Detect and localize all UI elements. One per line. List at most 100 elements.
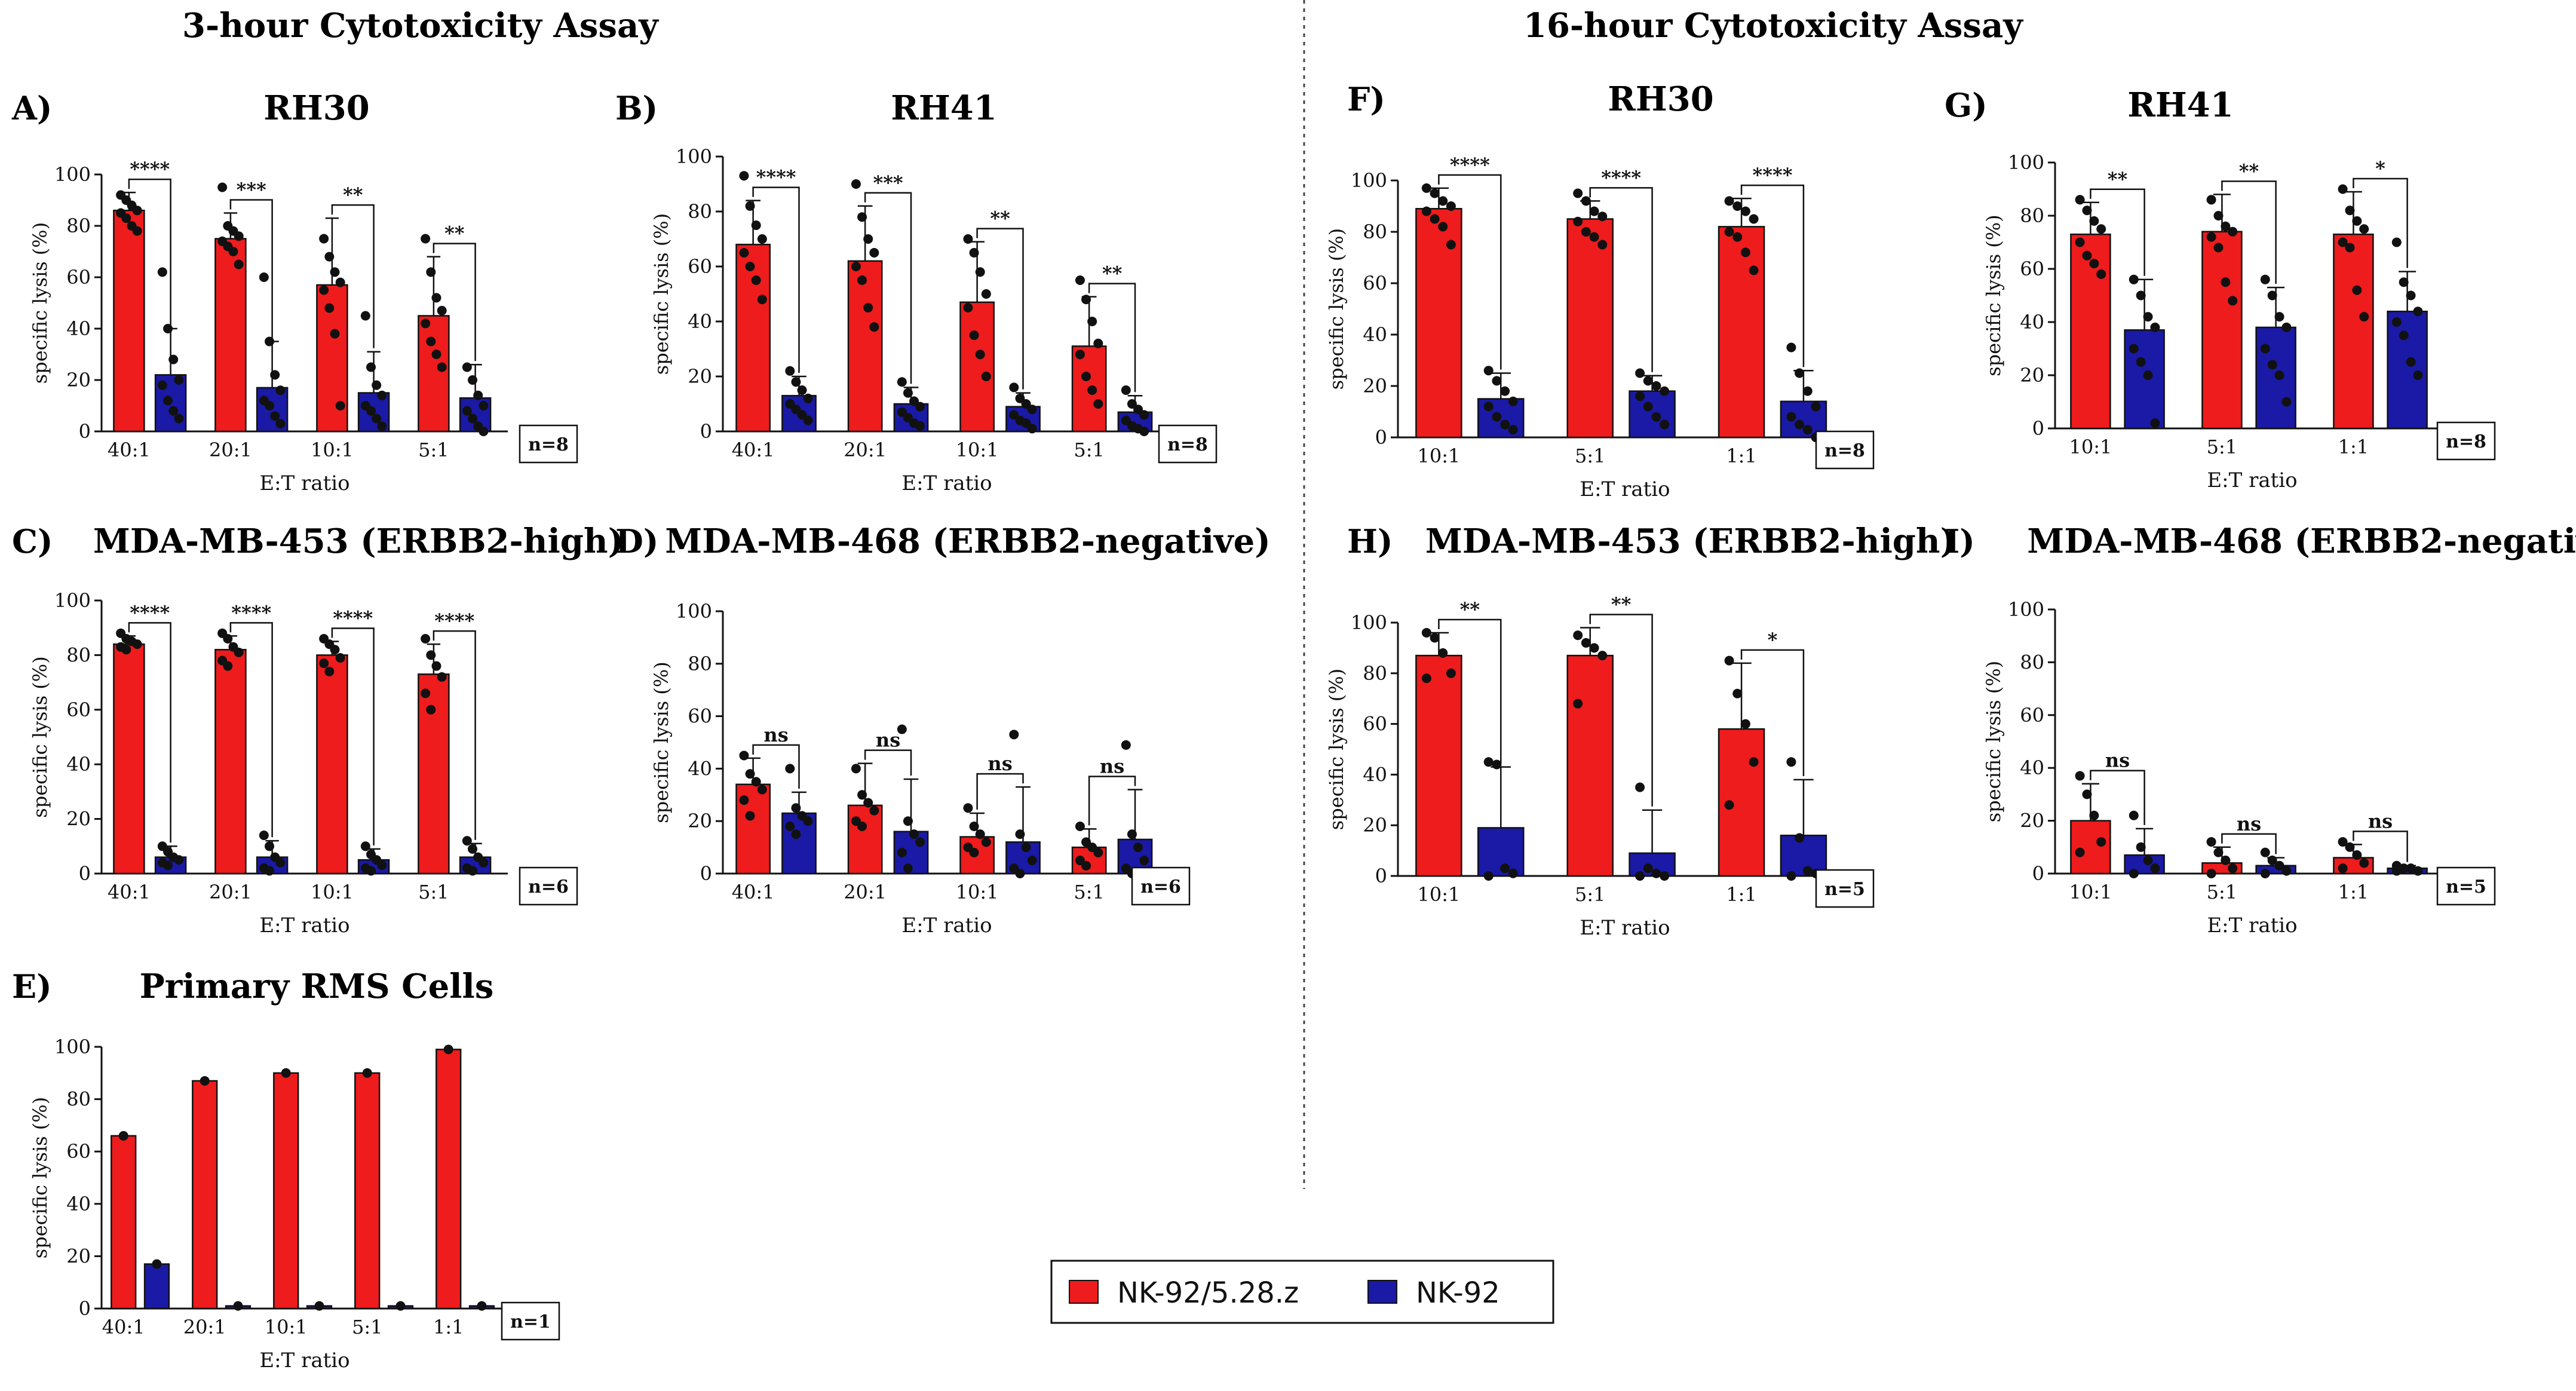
data-point bbox=[1139, 856, 1149, 866]
data-point bbox=[1087, 385, 1097, 395]
data-point bbox=[2089, 810, 2099, 820]
data-point bbox=[1483, 871, 1494, 881]
x-tick-label: 1:1 bbox=[433, 1316, 464, 1338]
data-point bbox=[1438, 648, 1448, 658]
significance-bracket bbox=[128, 178, 171, 325]
data-point bbox=[1749, 214, 1759, 224]
legend-swatch-nk bbox=[1367, 1280, 1397, 1304]
data-point bbox=[1438, 222, 1448, 232]
y-tick-label: 20 bbox=[66, 369, 91, 391]
data-point bbox=[2129, 274, 2139, 284]
data-point bbox=[1483, 757, 1494, 767]
panel-letter: F) bbox=[1347, 80, 1385, 118]
data-point bbox=[1786, 757, 1796, 767]
data-point bbox=[473, 390, 483, 400]
significance-label: **** bbox=[130, 158, 170, 180]
y-axis-label: specific lysis (%) bbox=[1982, 215, 2005, 376]
y-tick-label: 20 bbox=[66, 1245, 91, 1267]
data-point bbox=[2143, 855, 2153, 865]
y-tick-label: 20 bbox=[66, 808, 91, 831]
data-point bbox=[335, 401, 345, 410]
data-point bbox=[785, 764, 795, 774]
data-point bbox=[2352, 216, 2362, 226]
y-tick-label: 60 bbox=[688, 255, 712, 278]
y-tick-label: 40 bbox=[1363, 323, 1387, 346]
chart-panel-a: A) RH30 0 20 40 60 80 100 specific lysis (%) 40:1… bbox=[11, 88, 578, 495]
data-point bbox=[1635, 391, 1645, 402]
data-point bbox=[259, 831, 269, 841]
data-point bbox=[1421, 183, 1431, 193]
panel-title: RH30 bbox=[1608, 79, 1713, 119]
data-point bbox=[479, 427, 489, 436]
data-point bbox=[233, 1301, 243, 1311]
x-tick-label: 20:1 bbox=[844, 881, 887, 903]
data-point bbox=[437, 305, 447, 315]
data-point bbox=[1811, 402, 1821, 412]
panel-title: MDA-MB-453 (ERBB2-high) bbox=[1425, 522, 1956, 561]
data-point bbox=[377, 390, 387, 400]
data-point bbox=[1635, 782, 1645, 792]
y-tick-label: 0 bbox=[79, 1297, 91, 1320]
data-point bbox=[2096, 837, 2106, 847]
x-axis-label: E:T ratio bbox=[2207, 468, 2297, 492]
significance-label: ns bbox=[2368, 810, 2393, 832]
data-point bbox=[2206, 869, 2216, 878]
data-point bbox=[2359, 224, 2369, 234]
data-point bbox=[739, 750, 749, 761]
y-tick-label: 100 bbox=[1351, 611, 1387, 634]
panel-letter: D) bbox=[615, 522, 658, 560]
data-point bbox=[803, 393, 813, 403]
significance-bracket bbox=[1438, 618, 1502, 764]
n-label: n=5 bbox=[2446, 877, 2486, 897]
data-point bbox=[2206, 232, 2216, 242]
legend-swatch-car bbox=[1069, 1280, 1099, 1304]
data-point bbox=[791, 803, 801, 813]
y-tick-label: 0 bbox=[79, 420, 91, 443]
data-point bbox=[1015, 829, 1025, 839]
y-tick-label: 80 bbox=[1363, 662, 1387, 685]
charts: A) RH30 0 20 40 60 80 100 specific lysis (%) 40:1… bbox=[11, 79, 2576, 1372]
data-point bbox=[2391, 237, 2402, 247]
data-point bbox=[163, 860, 173, 871]
data-point bbox=[903, 863, 913, 874]
data-point bbox=[330, 267, 340, 277]
data-point bbox=[2345, 243, 2355, 253]
data-point bbox=[1786, 412, 1796, 422]
data-point bbox=[2274, 370, 2284, 380]
data-point bbox=[2150, 322, 2160, 332]
significance-bracket bbox=[2221, 180, 2277, 284]
bar-nk bbox=[2387, 310, 2428, 430]
y-tick-label: 60 bbox=[66, 1140, 91, 1163]
data-point bbox=[1581, 196, 1591, 206]
y-tick-label: 20 bbox=[1363, 375, 1387, 397]
data-point bbox=[745, 201, 755, 211]
bar-car bbox=[959, 301, 995, 433]
data-point bbox=[2338, 863, 2348, 874]
data-point bbox=[1009, 382, 1019, 393]
n-label: n=8 bbox=[2446, 431, 2486, 452]
data-point bbox=[745, 262, 755, 271]
bar-car bbox=[436, 1049, 462, 1310]
data-point bbox=[1573, 630, 1583, 641]
data-point bbox=[1508, 396, 1518, 406]
data-point bbox=[1075, 275, 1085, 285]
data-point bbox=[751, 777, 761, 787]
significance-label: **** bbox=[231, 601, 271, 624]
data-point bbox=[1724, 196, 1734, 206]
y-tick-label: 60 bbox=[688, 705, 712, 728]
y-axis-label: specific lysis (%) bbox=[650, 661, 673, 823]
data-point bbox=[163, 396, 173, 406]
data-point bbox=[468, 866, 478, 876]
data-point bbox=[1635, 368, 1645, 378]
legend-label-car: NK-92/5.28.z bbox=[1117, 1276, 1299, 1310]
panel-title: RH41 bbox=[891, 88, 996, 128]
data-point bbox=[1121, 415, 1131, 425]
x-tick-label: 1:1 bbox=[2338, 881, 2369, 903]
x-tick-label: 10:1 bbox=[956, 881, 999, 903]
x-tick-label: 5:1 bbox=[418, 881, 449, 903]
data-point bbox=[426, 336, 436, 347]
y-tick-label: 20 bbox=[688, 810, 712, 832]
data-point bbox=[1651, 381, 1661, 391]
data-point bbox=[1015, 393, 1025, 403]
y-tick-label: 20 bbox=[2020, 810, 2044, 832]
